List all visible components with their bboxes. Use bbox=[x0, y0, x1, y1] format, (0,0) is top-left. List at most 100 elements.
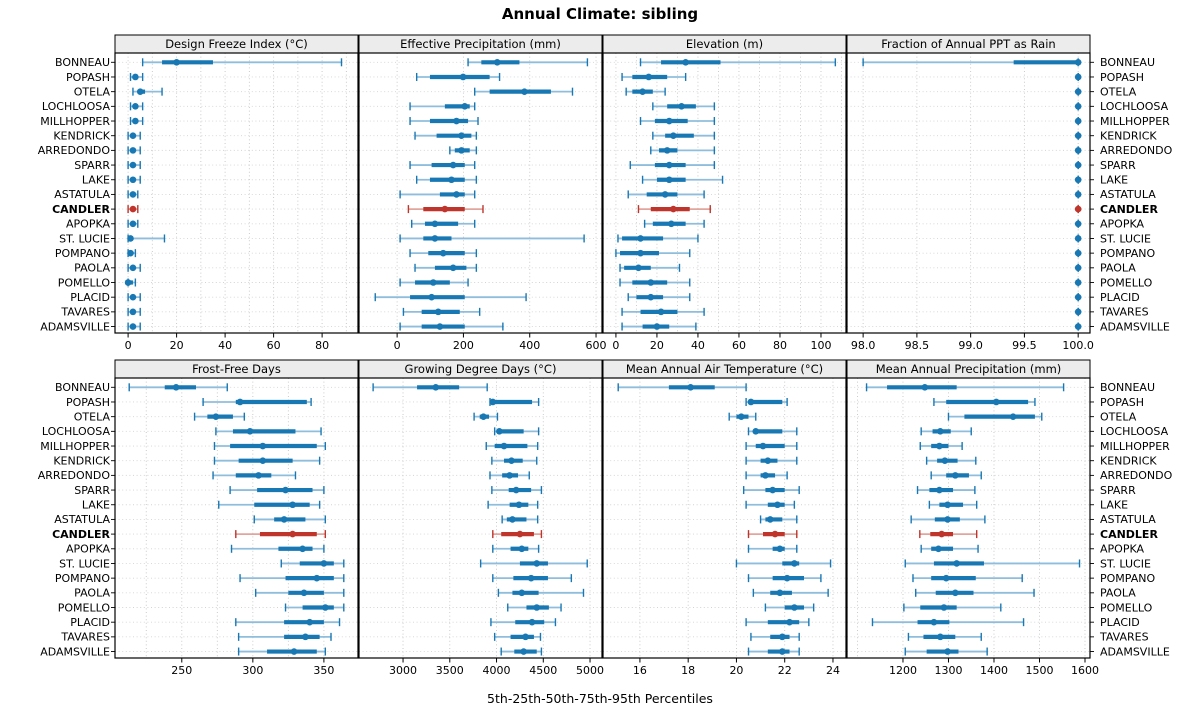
x-tick-label: 100.0 bbox=[1062, 339, 1094, 352]
x-tick-label: 99.0 bbox=[958, 339, 983, 352]
percentile-series bbox=[629, 161, 716, 170]
site-label-right: ADAMSVILLE bbox=[1100, 645, 1170, 658]
percentile-series bbox=[759, 515, 798, 524]
percentile-series bbox=[1074, 161, 1082, 170]
site-label-left: LAKE bbox=[82, 174, 110, 187]
percentile-series bbox=[501, 515, 539, 524]
panel-strip-title: Elevation (m) bbox=[686, 37, 763, 51]
percentile-series bbox=[764, 603, 815, 612]
percentile-series bbox=[650, 146, 716, 155]
site-label-left: POMPANO bbox=[55, 572, 110, 585]
percentile-series bbox=[742, 486, 800, 495]
percentile-series bbox=[235, 618, 341, 627]
percentile-series bbox=[617, 234, 699, 243]
percentile-series bbox=[747, 647, 800, 656]
site-label-right: KENDRICK bbox=[1100, 455, 1157, 468]
percentile-series bbox=[919, 530, 978, 539]
site-label-right: POMPANO bbox=[1100, 572, 1155, 585]
percentile-series bbox=[1074, 219, 1082, 228]
percentile-series bbox=[933, 397, 1036, 406]
site-label-right: MILLHOPPER bbox=[1100, 115, 1170, 128]
x-tick-label: 1500 bbox=[1025, 664, 1053, 677]
percentile-series bbox=[409, 249, 478, 258]
percentile-series bbox=[127, 190, 139, 199]
percentile-series bbox=[621, 307, 705, 316]
percentile-series bbox=[237, 632, 332, 641]
x-tick-label: 18 bbox=[681, 664, 695, 677]
site-label-right: APOPKA bbox=[1100, 218, 1144, 231]
percentile-series bbox=[489, 471, 530, 480]
site-label-left: ARREDONDO bbox=[38, 469, 111, 482]
x-tick-label: 98.0 bbox=[851, 339, 876, 352]
x-tick-label: 0 bbox=[612, 339, 619, 352]
percentile-series bbox=[127, 219, 139, 228]
site-label-left: APOPKA bbox=[66, 543, 110, 556]
panel-strip-title: Growing Degree Days (°C) bbox=[405, 362, 557, 376]
percentile-series bbox=[402, 307, 481, 316]
site-label-left: SPARR bbox=[74, 159, 110, 172]
percentile-series bbox=[745, 442, 798, 451]
percentile-series bbox=[752, 588, 829, 597]
percentile-series bbox=[409, 161, 476, 170]
percentile-series bbox=[489, 397, 540, 406]
panel-strip-title: Fraction of Annual PPT as Rain bbox=[881, 37, 1055, 51]
percentile-series bbox=[280, 559, 345, 568]
percentile-series bbox=[230, 544, 325, 553]
percentile-series bbox=[218, 500, 321, 509]
site-label-right: OTELA bbox=[1100, 85, 1137, 98]
percentile-series bbox=[912, 574, 1023, 583]
site-label-right: APOPKA bbox=[1100, 543, 1144, 556]
percentile-series bbox=[399, 234, 585, 243]
site-label-right: ARREDONDO bbox=[1100, 469, 1173, 482]
x-tick-label: 98.5 bbox=[905, 339, 930, 352]
percentile-series bbox=[1074, 205, 1082, 214]
x-tick-label: 60 bbox=[267, 339, 281, 352]
x-tick-label: 16 bbox=[633, 664, 647, 677]
site-label-right: LAKE bbox=[1100, 499, 1128, 512]
percentile-series bbox=[467, 58, 589, 67]
site-label-left: ASTATULA bbox=[54, 188, 110, 201]
percentile-series bbox=[415, 72, 501, 81]
x-tick-label: 40 bbox=[691, 339, 705, 352]
percentile-series bbox=[492, 574, 573, 583]
percentile-series bbox=[1074, 278, 1082, 287]
percentile-series bbox=[1074, 293, 1082, 302]
x-tick-label: 3500 bbox=[436, 664, 464, 677]
percentile-series bbox=[213, 456, 321, 465]
percentile-series bbox=[641, 175, 724, 184]
x-tick-label: 300 bbox=[242, 664, 263, 677]
percentile-series bbox=[1074, 87, 1082, 96]
percentile-series bbox=[919, 442, 963, 451]
percentile-series bbox=[915, 588, 1035, 597]
percentile-series bbox=[652, 131, 716, 140]
site-label-left: OTELA bbox=[74, 410, 111, 423]
site-label-right: MILLHOPPER bbox=[1100, 440, 1170, 453]
percentile-series bbox=[399, 322, 504, 331]
panel: Effective Precipitation (mm) 0 200 400 600 bbox=[358, 34, 607, 352]
percentile-series bbox=[1074, 175, 1082, 184]
site-label-right: OTELA bbox=[1100, 410, 1137, 423]
x-tick-label: 400 bbox=[519, 339, 540, 352]
percentile-series bbox=[497, 588, 585, 597]
percentile-series bbox=[414, 263, 478, 272]
site-label-right: ST. LUCIE bbox=[1100, 232, 1151, 245]
x-tick-label: 1300 bbox=[934, 664, 962, 677]
percentile-series bbox=[1074, 72, 1082, 81]
site-label-right: TAVARES bbox=[1099, 631, 1149, 644]
site-label-right: POMPANO bbox=[1100, 247, 1155, 260]
percentile-series bbox=[127, 263, 141, 272]
percentile-series bbox=[399, 278, 469, 287]
percentile-series bbox=[409, 117, 479, 126]
site-label-left: SPARR bbox=[74, 484, 110, 497]
percentile-series bbox=[127, 146, 141, 155]
percentile-series bbox=[485, 442, 539, 451]
percentile-series bbox=[237, 647, 327, 656]
percentile-series bbox=[619, 278, 691, 287]
site-label-right: TAVARES bbox=[1099, 306, 1149, 319]
site-label-left: PLACID bbox=[70, 616, 110, 629]
percentile-series bbox=[903, 603, 1002, 612]
percentile-series bbox=[127, 293, 141, 302]
percentile-series bbox=[127, 131, 141, 140]
